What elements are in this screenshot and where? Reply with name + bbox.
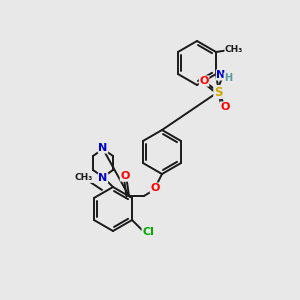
Text: O: O: [200, 76, 209, 86]
Text: Cl: Cl: [142, 227, 154, 237]
Text: N: N: [98, 143, 108, 153]
Text: O: O: [150, 183, 160, 193]
Text: O: O: [220, 102, 230, 112]
Text: CH₃: CH₃: [225, 46, 243, 55]
Text: S: S: [214, 85, 222, 98]
Text: O: O: [120, 171, 130, 181]
Text: CH₃: CH₃: [75, 173, 93, 182]
Text: N: N: [216, 70, 226, 80]
Text: N: N: [98, 173, 108, 183]
Text: H: H: [224, 73, 232, 83]
